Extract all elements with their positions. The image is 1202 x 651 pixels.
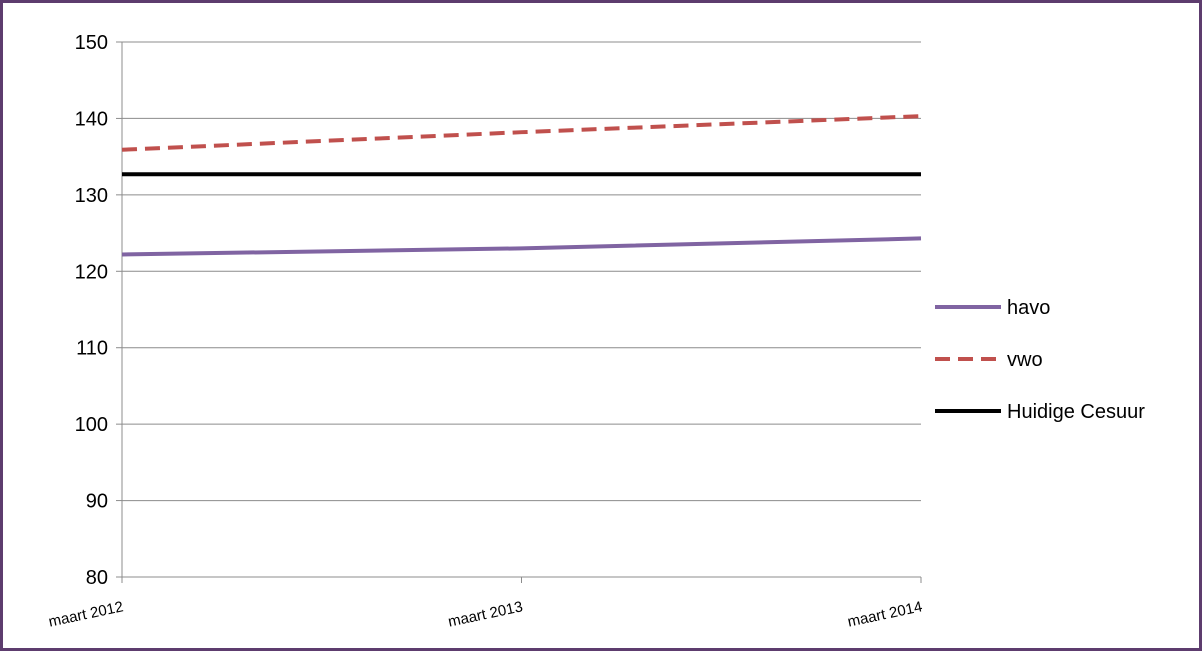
x-tick-label: maart 2014 [846, 598, 924, 630]
y-tick-label: 150 [75, 32, 108, 54]
legend-label: Huidige Cesuur [1007, 401, 1145, 423]
axes: 80 90 100 110 120 130 140 150 maart 2012 maart 20… [47, 32, 924, 631]
y-tick-label: 80 [86, 567, 108, 589]
y-tick-label: 120 [75, 261, 108, 283]
x-tick-label: maart 2013 [447, 598, 525, 630]
legend-label: vwo [1007, 349, 1043, 371]
legend-label: havo [1007, 297, 1050, 319]
legend: havo vwo Huidige Cesuur [935, 297, 1145, 423]
x-tick-label: maart 2012 [47, 598, 125, 630]
gridlines [122, 41, 921, 502]
series-line-0 [121, 236, 922, 257]
line-chart: 80 90 100 110 120 130 140 150 maart 2012 maart 20… [47, 32, 1145, 631]
series-lines [121, 114, 922, 257]
y-tick-label: 130 [75, 185, 108, 207]
y-tick-label: 110 [76, 338, 108, 360]
y-tick-label: 140 [75, 108, 108, 130]
series-line-1 [121, 114, 922, 152]
y-tick-label: 90 [86, 491, 108, 513]
y-tick-label: 100 [75, 414, 108, 436]
